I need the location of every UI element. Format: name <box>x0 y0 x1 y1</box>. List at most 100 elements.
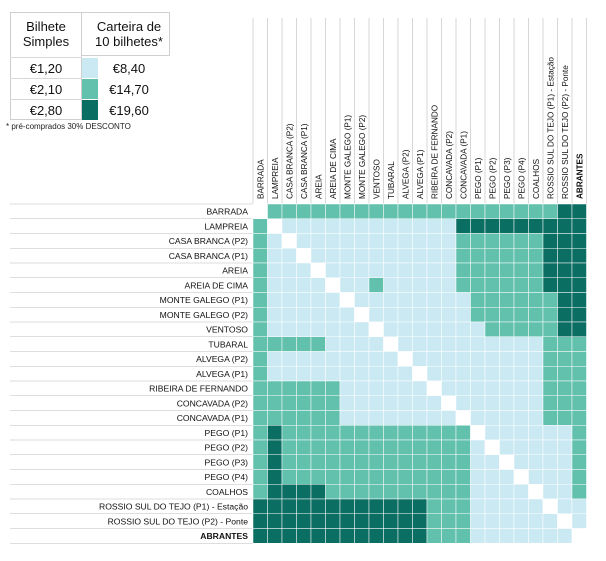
fare-cell <box>252 498 268 514</box>
fare-cell <box>252 233 268 249</box>
fare-cell <box>397 336 413 352</box>
row-label: COALHOS <box>206 487 248 497</box>
fare-cell <box>339 262 355 278</box>
fare-cell <box>412 395 428 411</box>
row-label: PEGO (P3) <box>205 457 249 467</box>
fare-cell <box>528 366 544 382</box>
fare-cell <box>513 203 529 219</box>
row-label: CASA BRANCA (P1) <box>169 251 248 261</box>
fare-cell <box>267 410 283 426</box>
fare-cell <box>426 380 442 396</box>
fare-cell <box>325 262 341 278</box>
fare-cell <box>513 292 529 308</box>
fare-cell <box>528 336 544 352</box>
fare-cell <box>499 454 515 470</box>
fare-cell <box>339 292 355 308</box>
fare-cell <box>426 248 442 264</box>
fare-cell <box>296 498 312 514</box>
fare-cell <box>426 321 442 337</box>
fare-cell <box>267 292 283 308</box>
fare-cell <box>513 277 529 293</box>
fare-cell <box>368 218 384 234</box>
fare-cell <box>354 528 370 544</box>
fare-cell <box>383 277 399 293</box>
row-label: ROSSIO SUL DO TEJO (P2) - Ponte <box>108 516 249 526</box>
fare-cell <box>252 454 268 470</box>
fare-cell <box>397 307 413 323</box>
fare-cell <box>499 498 515 514</box>
fare-cell <box>325 425 341 441</box>
fare-cell <box>281 484 297 500</box>
fare-cell <box>528 351 544 367</box>
column-label: AREIA <box>314 174 323 199</box>
fare-cell <box>499 425 515 441</box>
fare-cell <box>499 351 515 367</box>
fare-cell <box>441 528 457 544</box>
fare-cell <box>528 233 544 249</box>
fare-cell <box>557 410 573 426</box>
fare-cell <box>354 292 370 308</box>
fare-cell <box>412 351 428 367</box>
fare-cell <box>513 218 529 234</box>
fare-cell <box>484 336 500 352</box>
fare-cell <box>296 513 312 529</box>
fare-cell <box>339 277 355 293</box>
fare-cell <box>383 233 399 249</box>
fare-cell <box>528 277 544 293</box>
fare-cell <box>397 262 413 278</box>
fare-cell <box>310 410 326 426</box>
fare-cell <box>441 203 457 219</box>
column-label: TUBARAL <box>387 161 396 199</box>
fare-cell <box>252 425 268 441</box>
fare-cell <box>383 203 399 219</box>
fare-cell <box>296 336 312 352</box>
fare-cell <box>455 469 471 485</box>
fare-cell <box>542 366 558 382</box>
column-label: PEGO (P4) <box>517 157 526 199</box>
fare-cell <box>383 262 399 278</box>
fare-cell <box>368 321 384 337</box>
fare-cell <box>484 395 500 411</box>
fare-cell <box>310 469 326 485</box>
column-label: PEGO (P3) <box>503 157 512 199</box>
fare-cell <box>484 425 500 441</box>
fare-cell <box>542 498 558 514</box>
single-price-tier-3: €2,80 <box>29 103 63 118</box>
fare-cell <box>325 528 341 544</box>
fare-cell <box>339 498 355 514</box>
fare-cell <box>339 380 355 396</box>
column-label: PEGO (P2) <box>488 157 497 199</box>
fare-cell <box>397 528 413 544</box>
fare-cell <box>339 513 355 529</box>
fare-cell <box>310 498 326 514</box>
fare-cell <box>528 203 544 219</box>
fare-cell <box>441 336 457 352</box>
row-label: LAMPREIA <box>205 221 249 231</box>
fare-cell <box>354 410 370 426</box>
fare-cell <box>484 513 500 529</box>
fare-cell <box>542 528 558 544</box>
fare-cell <box>383 321 399 337</box>
fare-cell <box>426 484 442 500</box>
fare-cell <box>470 513 486 529</box>
fare-cell <box>426 454 442 470</box>
fare-cell <box>252 410 268 426</box>
fare-cell <box>397 395 413 411</box>
fare-cell <box>383 439 399 455</box>
fare-cell <box>383 380 399 396</box>
fare-cell <box>296 380 312 396</box>
fare-cell <box>528 218 544 234</box>
fare-cell <box>484 469 500 485</box>
fare-cell <box>412 336 428 352</box>
fare-cell <box>426 292 442 308</box>
fare-cell <box>354 203 370 219</box>
fare-cell <box>513 380 529 396</box>
fare-cell <box>557 307 573 323</box>
fare-cell <box>354 351 370 367</box>
fare-cell <box>325 410 341 426</box>
fare-cell <box>267 528 283 544</box>
fare-cell <box>368 454 384 470</box>
row-label: PEGO (P4) <box>205 472 249 482</box>
fare-cell <box>499 262 515 278</box>
row-label: BARRADA <box>206 207 248 217</box>
